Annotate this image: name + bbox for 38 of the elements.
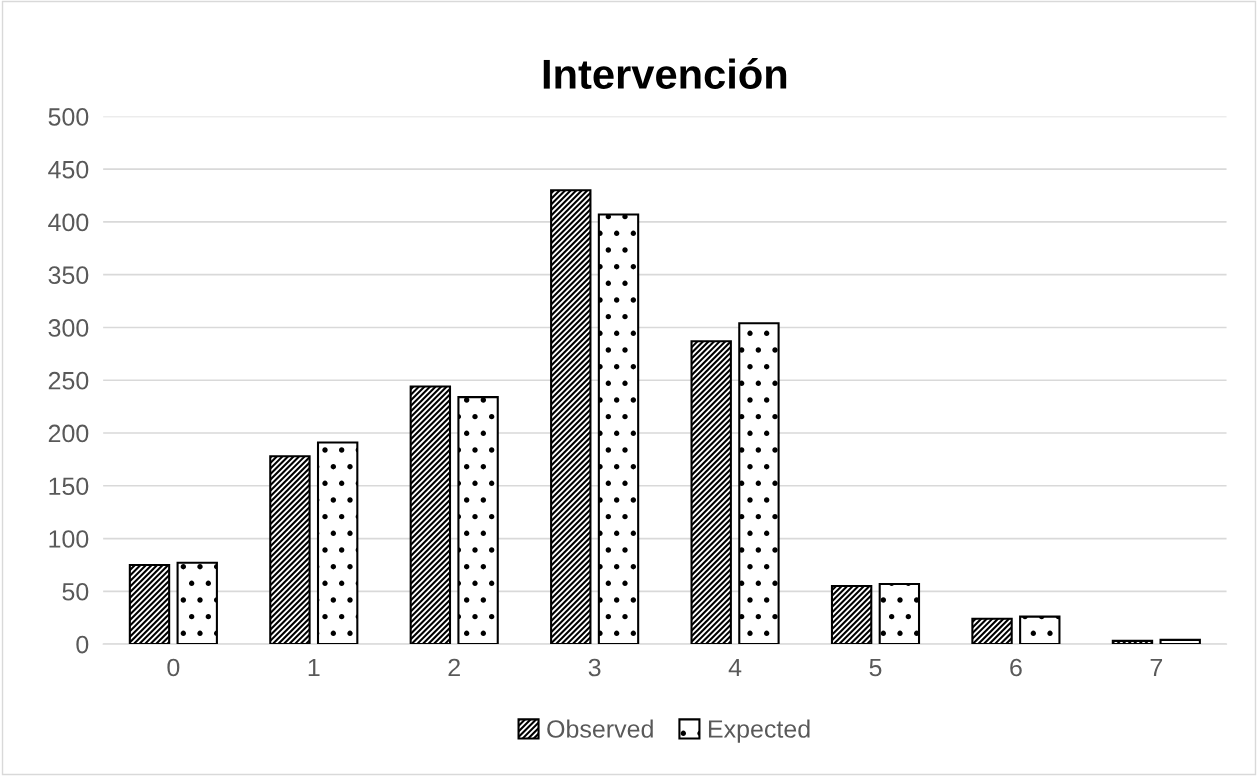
x-tick-label: 5 [869,658,882,677]
bar [457,396,499,645]
x-tick-label: 6 [1010,658,1022,677]
bar [690,340,732,645]
bar [1019,615,1061,645]
bar [269,455,311,645]
chart-title: Intervención [543,58,787,90]
legend-label: Observed [547,719,653,738]
y-tick-label: 450 [48,160,89,179]
x-tick-label: 7 [1150,658,1163,677]
x-tick-label: 1 [308,658,320,677]
x-tick-label: 4 [728,658,742,677]
y-tick-label: 50 [62,582,89,601]
bar [830,585,873,645]
x-tick-label: 3 [588,658,601,677]
bar [128,563,171,645]
bar [878,582,921,645]
bar [316,441,359,645]
bar [550,189,592,645]
y-tick-label: 150 [49,477,89,496]
bar [1111,639,1154,645]
bar [971,617,1013,645]
y-tick-label: 200 [48,424,89,443]
y-tick-label: 350 [48,266,89,285]
bar [597,213,640,645]
bar [409,385,452,645]
y-tick-label: 500 [48,108,89,126]
y-tick-label: 100 [49,530,89,548]
x-tick-label: 0 [167,658,180,677]
legend-label: Expected [708,719,810,743]
y-tick-label: 0 [76,635,89,654]
bar [738,322,780,645]
bar [1159,638,1201,645]
y-tick-label: 300 [48,319,89,337]
y-tick-label: 400 [48,213,89,232]
y-tick-label: 250 [48,371,89,390]
bar [176,561,218,645]
x-tick-label: 2 [448,658,460,677]
